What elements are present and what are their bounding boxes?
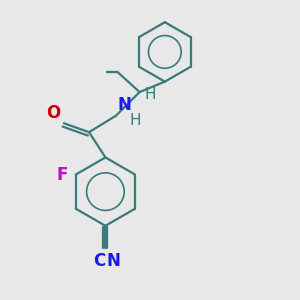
Text: O: O bbox=[46, 104, 60, 122]
Text: N: N bbox=[117, 96, 131, 114]
Text: N: N bbox=[106, 252, 120, 270]
Text: H: H bbox=[145, 87, 156, 102]
Text: F: F bbox=[56, 166, 68, 184]
Text: H: H bbox=[129, 113, 141, 128]
Text: C: C bbox=[93, 252, 105, 270]
